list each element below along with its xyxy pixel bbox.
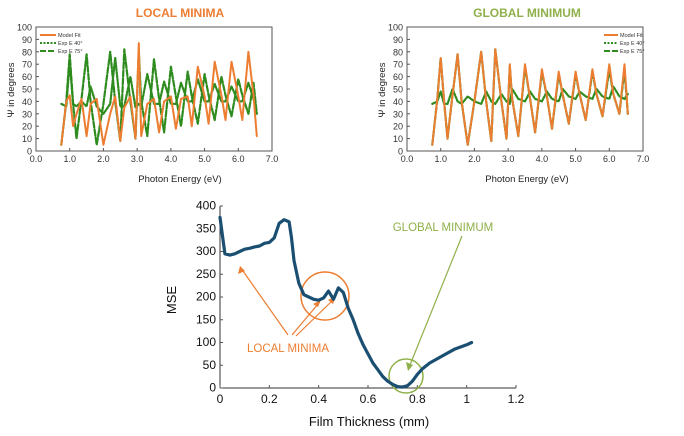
y-tick-label: 150 (196, 312, 216, 326)
x-tick-label: 7.0 (637, 154, 650, 164)
x-tick-label: 0.0 (30, 154, 43, 164)
local-minima-arrow-1 (242, 270, 289, 336)
y-tick-label: 60 (22, 72, 32, 82)
y-tick-label: 40 (393, 97, 403, 107)
x-tick-label: 4.0 (165, 154, 178, 164)
x-tick-label: 3.0 (502, 154, 515, 164)
global-minimum-spectrum-chart: 0.0 1.0 2.0 3.0 4.0 5.0 6.0 7.0 0 10 20 30 40 50 60 70 8… (377, 6, 649, 185)
x-tick-label: 0.0 (401, 154, 414, 164)
global-minimum-label: GLOBAL MINIMUM (393, 222, 494, 234)
x-tick-label: 4.0 (536, 154, 549, 164)
y-tick-label: 0 (27, 147, 32, 157)
y-tick-label: 100 (196, 335, 216, 349)
x-tick-label: 0.4 (310, 392, 327, 406)
local-minima-label: LOCAL MINIMA (247, 343, 329, 355)
y-tick-label: 60 (393, 72, 403, 82)
y-tick-label: 90 (22, 35, 32, 45)
y-tick-label: 30 (22, 109, 32, 119)
y-tick-label: 10 (22, 134, 32, 144)
legend-label-exp-40: Exp E 40° (58, 41, 83, 47)
y-tick-label: 200 (196, 290, 216, 304)
chart-title: LOCAL MINIMA (136, 6, 225, 20)
x-axis-label: Film Thickness (mm) (309, 414, 429, 429)
x-tick-label: 0.8 (409, 392, 426, 406)
legend: Model Fit Exp E 40° Exp E 75° (40, 33, 83, 55)
legend-label-exp-75: Exp E 75° (620, 49, 645, 55)
y-tick-label: 30 (393, 109, 403, 119)
y-tick-label: 70 (393, 60, 403, 70)
y-tick-label: 50 (203, 358, 217, 372)
y-tick-label: 80 (393, 47, 403, 57)
x-tick-label: 6.0 (232, 154, 245, 164)
local-minima-spectrum-chart: 0.0 1.0 2.0 3.0 4.0 5.0 6.0 7.0 0 10 20 30 40 50 60 70 8… (6, 6, 278, 185)
x-tick-label: 2.0 (468, 154, 481, 164)
mse-vs-thickness-chart: 0 0.2 0.4 0.6 0.8 1 1.2 0 50 100 150 200 250 300 350 40… (164, 199, 525, 430)
x-tick-label: 1 (463, 392, 470, 406)
x-tick-label: 5.0 (569, 154, 582, 164)
axes: 0.0 1.0 2.0 3.0 4.0 5.0 6.0 7.0 0 10 20 30 40 50 60 70 8… (388, 23, 649, 165)
y-tick-label: 100 (388, 23, 403, 33)
global-minimum-arrow (409, 235, 463, 366)
y-tick-label: 80 (22, 47, 32, 57)
y-tick-label: 50 (22, 85, 32, 95)
x-tick-label: 1.0 (434, 154, 447, 164)
y-axis-label: MSE (164, 286, 179, 315)
local-minima-arrow-3 (295, 299, 334, 337)
x-tick-label: 0.6 (360, 392, 377, 406)
local-minima-arrowhead-1 (238, 266, 245, 274)
y-tick-label: 250 (196, 267, 216, 281)
x-axis-label: Photon Energy (eV) (485, 174, 568, 185)
legend: Model Fit Exp E 40° Exp E 75° (604, 33, 645, 55)
x-tick-label: 6.0 (603, 154, 616, 164)
x-tick-label: 1.0 (63, 154, 76, 164)
y-tick-label: 20 (393, 122, 403, 132)
series-line-model-fit (60, 42, 258, 146)
y-tick-label: 0 (209, 381, 216, 395)
global-minimum-circle (388, 358, 424, 394)
local-minima-circle (300, 271, 350, 321)
y-tick-label: 70 (22, 60, 32, 70)
x-tick-label: 0 (217, 392, 224, 406)
y-tick-label: 100 (17, 23, 32, 33)
x-tick-label: 7.0 (266, 154, 279, 164)
y-tick-label: 90 (393, 35, 403, 45)
legend-label-exp-40: Exp E 40° (620, 41, 645, 47)
y-tick-label: 300 (196, 244, 216, 258)
x-tick-label: 3.0 (131, 154, 144, 164)
y-tick-label: 50 (393, 85, 403, 95)
y-tick-label: 10 (393, 134, 403, 144)
legend-label-model-fit: Model Fit (620, 33, 643, 39)
y-tick-label: 20 (22, 122, 32, 132)
legend-label-model-fit: Model Fit (58, 33, 81, 39)
series-line-mse (218, 215, 474, 389)
y-tick-label: 400 (196, 199, 216, 213)
y-axis-label: Ψ in degrees (6, 62, 17, 117)
global-minimum-arrowhead (406, 362, 413, 371)
x-axis-label: Photon Energy (eV) (138, 174, 221, 185)
y-tick-label: 0 (398, 147, 403, 157)
x-tick-label: 0.2 (261, 392, 278, 406)
x-tick-label: 5.0 (198, 154, 211, 164)
y-axis-label: Ψ in degrees (377, 62, 388, 117)
axes: 0 0.2 0.4 0.6 0.8 1 1.2 0 50 100 150 200 250 300 350 40… (196, 199, 525, 407)
local-minima-arrow-2 (291, 303, 319, 336)
series-line-exp-e-75 (60, 48, 258, 146)
x-tick-label: 2.0 (97, 154, 110, 164)
legend-label-exp-75: Exp E 75° (58, 49, 83, 55)
x-tick-label: 1.2 (508, 392, 525, 406)
y-tick-label: 350 (196, 221, 216, 235)
series-line-model-fit (431, 48, 629, 146)
y-tick-label: 40 (22, 97, 32, 107)
axes: 0.0 1.0 2.0 3.0 4.0 5.0 6.0 7.0 0 10 20 30 40 50 60 70 8… (17, 23, 278, 165)
chart-title: GLOBAL MINIMUM (473, 6, 581, 20)
